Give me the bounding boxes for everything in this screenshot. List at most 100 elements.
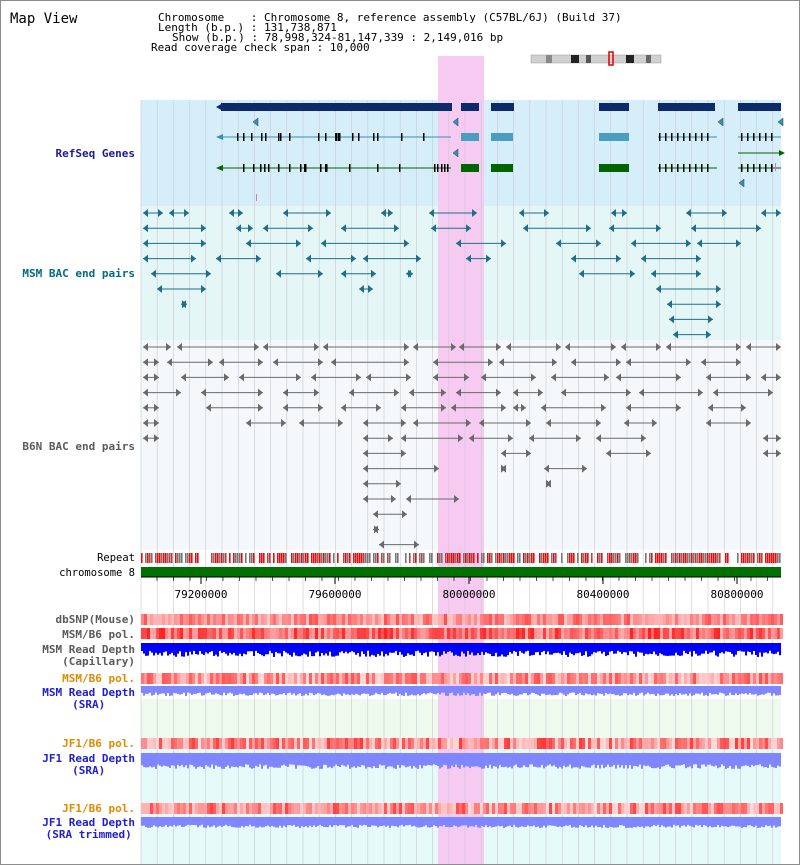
jf1-trim-depth-bar bbox=[509, 817, 511, 826]
jf1-pol2-heat-cell bbox=[156, 803, 159, 814]
msm-pol2-heat-cell bbox=[645, 673, 648, 684]
jf1-trim-depth-bar bbox=[681, 817, 683, 826]
jf1-trim-depth-bar bbox=[413, 817, 415, 826]
track-label-jf1-pol-1[interactable]: JF1/B6 pol. bbox=[62, 737, 135, 750]
bac-end bbox=[611, 209, 616, 217]
repeat-element bbox=[375, 553, 377, 563]
jf1-trim-depth-bar bbox=[217, 817, 219, 827]
gene-exon-tick bbox=[399, 164, 401, 172]
jf1-pol2-heat-cell bbox=[483, 803, 486, 814]
jf1-pol-heat-cell bbox=[687, 738, 690, 749]
msm-pol2-heat-cell bbox=[192, 673, 195, 684]
repeat-element bbox=[583, 553, 585, 563]
repeat-element bbox=[225, 553, 227, 563]
jf1-pol-heat-cell bbox=[423, 738, 426, 749]
jf1-sra-depth-bar bbox=[287, 753, 289, 767]
jf1-sra-depth-bar bbox=[701, 753, 703, 765]
jf1-trim-depth-bar bbox=[333, 817, 335, 826]
dbsnp-heat-cell bbox=[429, 614, 432, 625]
jf1-trim-depth-bar bbox=[267, 817, 269, 826]
jf1-pol2-heat-cell bbox=[702, 803, 705, 814]
jf1-pol-heat-cell bbox=[270, 738, 273, 749]
msm-pol2-heat-cell bbox=[627, 673, 630, 684]
msm-sra-depth-bar bbox=[697, 686, 699, 694]
msm-cap-depth-bar bbox=[305, 643, 307, 655]
track-label-msm-pol-1[interactable]: MSM/B6 pol. bbox=[62, 628, 135, 641]
msm-cap-depth-bar bbox=[319, 643, 321, 657]
jf1-sra-depth-bar bbox=[595, 753, 597, 769]
msm-cap-depth-bar bbox=[269, 643, 271, 651]
bac-end bbox=[273, 358, 278, 367]
msm-cap-depth-bar bbox=[297, 643, 299, 657]
jf1-pol2-heat-cell bbox=[366, 803, 369, 814]
jf1-sra-depth-bar bbox=[517, 753, 519, 768]
track-label-msm-depth-cap[interactable]: MSM Read Depth (Capillary) bbox=[42, 644, 135, 668]
jf1-sra-depth-bar bbox=[475, 753, 477, 767]
msm-sra-depth-bar bbox=[507, 686, 509, 695]
jf1-sra-depth-bar bbox=[187, 753, 189, 769]
jf1-sra-depth-bar bbox=[489, 753, 491, 765]
repeat-element bbox=[555, 553, 557, 563]
bac-end bbox=[669, 315, 674, 324]
jf1-sra-depth-bar bbox=[305, 753, 307, 766]
track-label-msm-pol-2[interactable]: MSM/B6 pol. bbox=[62, 672, 135, 685]
dbsnp-heat-cell bbox=[324, 614, 327, 625]
track-label-dbsnp[interactable]: dbSNP(Mouse) bbox=[55, 613, 135, 626]
repeat-element bbox=[295, 553, 297, 563]
gene-marker bbox=[738, 178, 745, 188]
jf1-pol-heat-cell bbox=[360, 738, 363, 749]
jf1-trim-depth-bar bbox=[323, 817, 325, 827]
jf1-pol-heat-cell bbox=[771, 738, 774, 749]
gene-exon-tick bbox=[753, 133, 755, 141]
jf1-pol2-heat-cell bbox=[525, 803, 528, 814]
repeat-element bbox=[573, 553, 575, 563]
jf1-trim-depth-bar bbox=[481, 817, 483, 826]
jf1-pol2-heat-cell bbox=[402, 803, 405, 814]
msm-sra-depth-bar bbox=[191, 686, 193, 695]
msm-pol-heat-cell bbox=[489, 628, 492, 639]
jf1-trim-depth-bar bbox=[347, 817, 349, 827]
msm-pol-heat-cell bbox=[354, 628, 357, 639]
msm-pol2-heat-cell bbox=[465, 673, 468, 684]
repeat-element bbox=[423, 553, 425, 563]
track-label-jf1-pol-2[interactable]: JF1/B6 pol. bbox=[62, 802, 135, 815]
dbsnp-heat-cell bbox=[273, 614, 276, 625]
jf1-pol-heat-cell bbox=[696, 738, 699, 749]
msm-sra-depth-bar bbox=[171, 686, 173, 696]
jf1-pol-heat-cell bbox=[177, 738, 180, 749]
jf1-sra-depth-bar bbox=[179, 753, 181, 767]
jf1-pol2-heat-cell bbox=[723, 803, 726, 814]
jf1-sra-depth-bar bbox=[171, 753, 173, 766]
msm-pol2-heat-cell bbox=[663, 673, 666, 684]
msm-sra-depth-bar bbox=[449, 686, 451, 694]
msm-cap-depth-bar bbox=[621, 643, 623, 654]
jf1-pol-heat-cell bbox=[207, 738, 210, 749]
msm-cap-depth-bar bbox=[347, 643, 349, 654]
track-label-refseq[interactable]: RefSeq Genes bbox=[55, 147, 135, 160]
bac-end bbox=[496, 343, 501, 351]
jf1-pol-heat-cell bbox=[309, 738, 312, 749]
track-label-jf1-depth-sra[interactable]: JF1 Read Depth (SRA) bbox=[42, 753, 135, 777]
msm-sra-depth-bar bbox=[573, 686, 575, 693]
jf1-sra-depth-bar bbox=[239, 753, 241, 767]
repeat-element bbox=[381, 553, 383, 563]
track-label-msm-depth-sra[interactable]: MSM Read Depth (SRA) bbox=[42, 687, 135, 711]
dbsnp-heat-cell bbox=[525, 614, 528, 625]
msm-sra-depth-bar bbox=[165, 686, 167, 696]
bac-end bbox=[318, 358, 323, 367]
track-label-msm-bac[interactable]: MSM BAC end pairs bbox=[22, 267, 135, 280]
bac-end bbox=[706, 419, 711, 427]
track-label-jf1-depth-trim[interactable]: JF1 Read Depth (SRA trimmed) bbox=[42, 817, 135, 841]
repeat-element bbox=[357, 553, 359, 563]
jf1-sra-depth-bar bbox=[421, 753, 423, 769]
msm-sra-depth-bar bbox=[649, 686, 651, 695]
jf1-trim-depth-bar bbox=[777, 817, 779, 827]
msm-cap-depth-bar bbox=[439, 643, 441, 657]
dbsnp-heat-cell bbox=[543, 614, 546, 625]
msm-pol-heat-cell bbox=[207, 628, 210, 639]
msm-cap-depth-bar bbox=[197, 643, 199, 655]
track-label-b6n-bac[interactable]: B6N BAC end pairs bbox=[22, 440, 135, 453]
msm-pol2-heat-cell bbox=[507, 673, 510, 684]
jf1-pol-heat-cell bbox=[201, 738, 204, 749]
